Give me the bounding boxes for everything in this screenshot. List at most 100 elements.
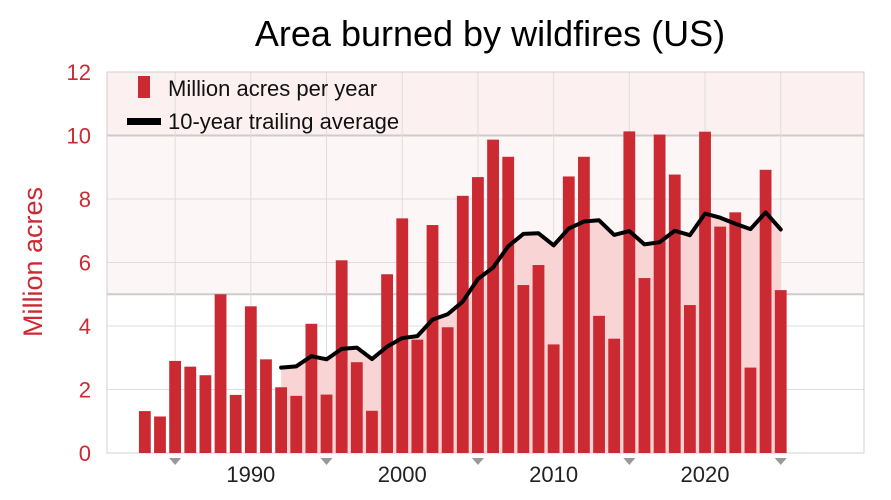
bar: [305, 323, 318, 453]
average-point: [597, 218, 601, 222]
bar: [184, 366, 197, 453]
bar: [608, 338, 621, 453]
average-point: [355, 346, 359, 350]
y-tick-label: 12: [67, 60, 91, 85]
average-point: [340, 347, 344, 351]
average-point: [294, 364, 298, 368]
y-tick-label: 0: [79, 441, 91, 466]
average-point: [779, 227, 783, 231]
chart-title: Area burned by wildfires (US): [255, 13, 725, 54]
bar: [683, 305, 696, 453]
bar: [517, 285, 530, 453]
average-point: [688, 233, 692, 237]
x-minor-marker: [320, 458, 333, 465]
average-point: [400, 336, 404, 340]
average-point: [567, 227, 571, 231]
bar: [138, 411, 151, 453]
bar: [396, 218, 409, 453]
upper-band: [107, 72, 864, 136]
x-minor-marker: [623, 458, 636, 465]
x-minor-marker: [169, 458, 182, 465]
bar: [502, 156, 515, 453]
x-minor-marker: [471, 458, 484, 465]
average-point: [552, 243, 556, 247]
bar: [426, 225, 439, 453]
bar-series: [138, 131, 787, 454]
y-tick-label: 8: [79, 187, 91, 212]
legend-bar-label: Million acres per year: [168, 76, 377, 101]
bar: [593, 315, 605, 453]
average-point: [385, 345, 389, 349]
bar: [169, 360, 182, 453]
bar: [472, 177, 484, 453]
average-point: [642, 242, 646, 246]
average-point: [673, 229, 677, 233]
legend-line-swatch: [127, 118, 161, 125]
average-point: [309, 354, 313, 358]
y-tick-label: 4: [79, 314, 91, 339]
average-point: [325, 357, 329, 361]
y-tick-label: 6: [79, 251, 91, 276]
average-point: [431, 318, 435, 322]
bar: [350, 362, 363, 453]
x-tick-label: 2010: [529, 462, 578, 487]
bar: [487, 139, 499, 453]
bar: [774, 290, 787, 453]
average-point: [446, 312, 450, 316]
y-axis-label: Million acres: [18, 187, 48, 337]
average-point: [521, 232, 525, 236]
bar: [275, 387, 288, 453]
bar: [653, 134, 666, 454]
bar: [623, 131, 636, 453]
bar: [441, 327, 454, 453]
bar: [229, 394, 242, 453]
bar: [214, 294, 227, 453]
bar: [260, 359, 272, 453]
bar: [290, 395, 303, 453]
bar: [320, 394, 333, 453]
average-point: [582, 220, 586, 224]
average-point: [279, 366, 283, 370]
bar: [729, 212, 742, 453]
axes: 0 2 4 6 8 10 12 1990 2000 2010 2020: [67, 60, 787, 487]
bar: [668, 174, 681, 454]
bar: [335, 260, 348, 453]
legend-bar-swatch: [138, 76, 150, 98]
bar: [199, 375, 212, 453]
average-point: [415, 334, 419, 338]
x-tick-label: 2000: [378, 462, 427, 487]
legend: Million acres per year 10-year trailing …: [127, 76, 399, 134]
bar: [562, 176, 575, 453]
average-point: [627, 229, 631, 233]
average-point: [476, 277, 480, 281]
y-tick-label: 10: [67, 124, 91, 149]
average-point: [703, 212, 707, 216]
average-line-series: [279, 210, 783, 370]
average-line: [279, 210, 783, 370]
average-point: [718, 216, 722, 220]
y-tick-label: 2: [79, 378, 91, 403]
average-point: [491, 266, 495, 270]
bar: [244, 306, 257, 453]
bar: [411, 339, 424, 453]
bar: [578, 156, 590, 453]
bar: [456, 195, 469, 453]
bar: [759, 169, 772, 454]
average-point: [748, 227, 752, 231]
x-minor-marker: [774, 458, 787, 465]
average-point: [461, 300, 465, 304]
bar: [381, 274, 393, 453]
average-point: [506, 244, 510, 248]
bar: [714, 226, 727, 453]
bar: [547, 344, 560, 453]
bar: [366, 410, 378, 453]
legend-line-label: 10-year trailing average: [168, 109, 399, 134]
bar: [638, 278, 651, 453]
bar: [532, 265, 545, 453]
bar: [744, 367, 757, 453]
average-point: [733, 222, 737, 226]
x-tick-label: 2020: [681, 462, 730, 487]
average-point: [658, 240, 662, 244]
bar: [699, 131, 711, 453]
